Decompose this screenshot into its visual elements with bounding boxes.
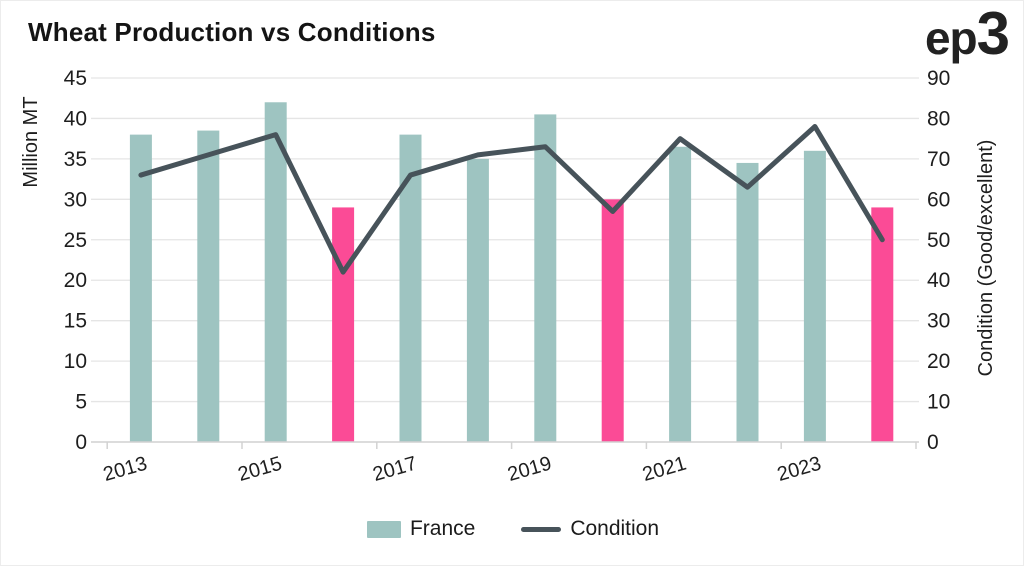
right-axis-tick-label: 0 [927,431,939,454]
right-axis-tick-label: 90 [927,67,950,90]
legend-label-france: France [409,517,476,540]
x-axis-label-2013: 2013 [101,453,150,486]
bar-2021 [669,146,692,442]
bar-2020 [601,199,624,442]
condition-line [138,124,885,275]
right-axis-title: Condition (Good/excellent) [975,140,997,377]
gridline-layer [91,77,919,443]
left-axis-tick-label: 25 [64,229,87,252]
ep3-logo: ep3 [924,0,1010,68]
left-axis-tick-label: 20 [64,269,87,292]
right-axis-tick-label: 30 [927,310,950,333]
left-axis-tick-label: 0 [75,431,87,454]
left-axis-tick-label: 10 [64,350,87,373]
x-axis-label-2015: 2015 [236,453,285,486]
x-axis-label-2021: 2021 [640,453,689,486]
logo-text-ep: ep [924,12,978,64]
x-axis-label-2017: 2017 [370,453,419,486]
left-axis-title: Million MT [20,96,42,187]
right-axis-tick-label: 70 [927,148,950,171]
bar-2023 [803,150,826,443]
condition-line-swatch [521,526,562,532]
bar-2019 [534,114,557,443]
chart-title: Wheat Production vs Conditions [28,17,436,47]
bar-2016 [332,207,355,442]
right-axis-tick-label: 20 [927,350,950,373]
right-axis-tick-label: 80 [927,107,950,130]
left-axis-tick-label: 40 [64,107,87,130]
bar-2014 [197,130,220,443]
bar-2015 [264,102,287,443]
right-axis-tick-label: 10 [927,391,950,414]
logo-text-3: 3 [976,0,1010,67]
left-axis-tick-label: 15 [64,310,87,333]
x-axis-label-2023: 2023 [775,453,824,486]
line-series-condition [138,124,885,275]
right-axis-tick-label: 40 [927,269,950,292]
chart-legend: France Condition [1,517,1023,541]
france-bar-swatch [366,520,401,538]
x-axis-label-2019: 2019 [505,453,554,486]
right-axis-tick-label: 60 [927,188,950,211]
bar-2022 [736,162,759,442]
right-axis-tick-label: 50 [927,229,950,252]
legend-item-france: France [366,517,476,541]
left-axis-tick-label: 35 [64,148,87,171]
legend-label-condition: Condition [570,517,660,540]
left-axis-tick-label: 5 [75,391,87,414]
left-axis-tick-label: 30 [64,188,87,211]
bar-2013 [129,134,152,442]
left-axis-tick-label: 45 [64,67,87,90]
bar-2018 [466,158,489,442]
bar-2024 [871,207,894,442]
bar-2017 [399,134,422,442]
legend-item-condition: Condition [521,517,659,541]
